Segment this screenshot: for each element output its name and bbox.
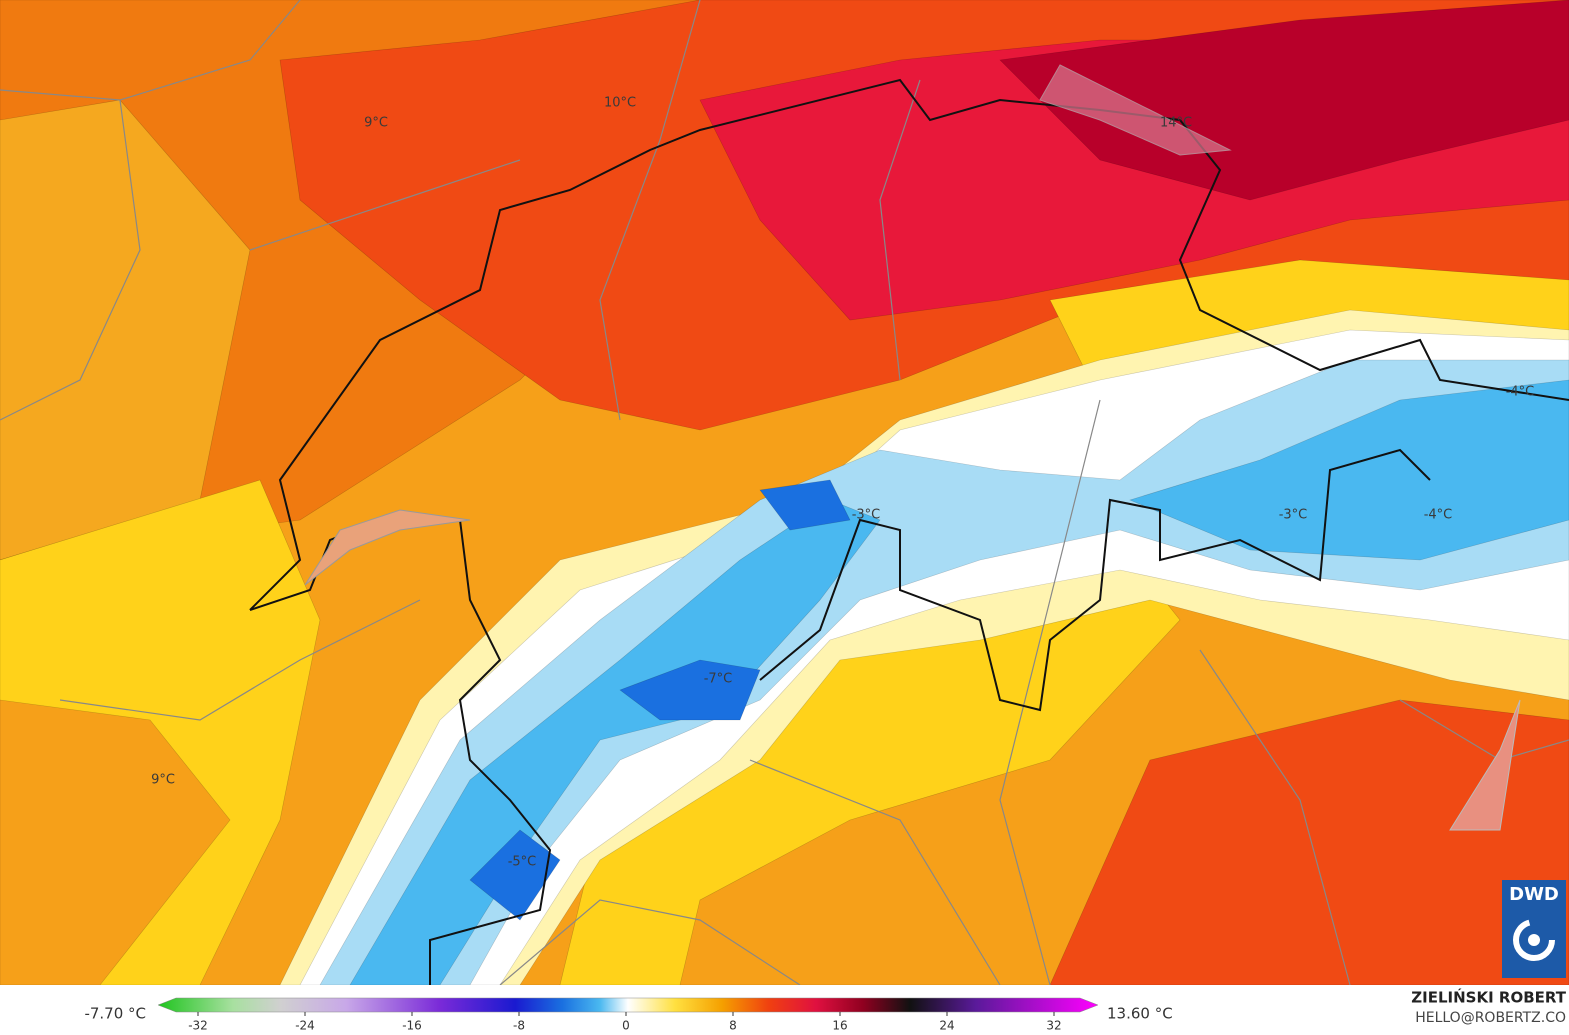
region-border	[0, 99, 141, 421]
region-border	[499, 899, 801, 986]
region-border	[999, 399, 1101, 986]
region-border	[599, 0, 701, 421]
map-label: 10°C	[604, 96, 636, 111]
temperature-area	[1129, 379, 1569, 561]
temperature-area	[999, 0, 1569, 201]
map-label: -5°C	[508, 855, 537, 870]
credit-author: ZIELIŃSKI ROBERT	[1411, 988, 1566, 1007]
colorbar-tick-label: -32	[188, 1019, 208, 1033]
logo-box	[1502, 880, 1566, 978]
logo-swirl	[1513, 919, 1555, 961]
temperature-field	[0, 0, 1569, 986]
colorbar-tick-label: 16	[832, 1019, 847, 1033]
national-border	[759, 448, 1431, 712]
logo-text: DWD	[1509, 884, 1559, 905]
colorbar	[157, 997, 1099, 1013]
logo: DWD	[1502, 880, 1566, 978]
lake	[1449, 699, 1521, 831]
map-label: 9°C	[364, 116, 388, 131]
credit-contact: HELLO@ROBERTZ.CO	[1415, 1010, 1566, 1026]
map-label: -4°C	[1424, 508, 1453, 523]
map-label: -3°C	[852, 508, 881, 523]
region-border	[879, 79, 921, 381]
colorbar-tick-label: 8	[729, 1019, 737, 1033]
lake	[304, 509, 471, 586]
colorbar-min: -7.70 °C	[84, 1005, 146, 1023]
temperature-area	[0, 699, 231, 986]
national-border	[249, 78, 1569, 611]
colorbar-tick-label: -16	[402, 1019, 422, 1033]
lake	[1039, 64, 1232, 156]
colorbar-tick-label: -24	[295, 1019, 315, 1033]
region-border	[0, 0, 301, 101]
map-label: 14°C	[1160, 116, 1192, 131]
colorbar-tick-label: 32	[1046, 1019, 1061, 1033]
borders	[0, 0, 1569, 986]
colorbar-ticks: -32 -24 -16 -8 0 8 16 24 32	[188, 1012, 1062, 1033]
map-label: -7°C	[704, 672, 733, 687]
logo-dot	[1528, 934, 1540, 946]
temperature-area	[1049, 699, 1569, 986]
colorbar-tick-label: 24	[939, 1019, 954, 1033]
temperature-area	[0, 99, 251, 561]
temperature-area	[759, 479, 851, 531]
colorbar-tick-label: 0	[622, 1019, 630, 1033]
region-border	[249, 159, 521, 251]
colorbar-max: 13.60 °C	[1107, 1005, 1173, 1023]
map-label: -4°C	[1506, 385, 1535, 400]
region-border	[1199, 649, 1351, 986]
temperature-area	[619, 659, 761, 721]
map-label: 9°C	[151, 773, 175, 788]
colorbar-tick-label: -8	[513, 1019, 525, 1033]
region-border	[749, 759, 1001, 986]
map-label: -3°C	[1279, 508, 1308, 523]
region-border	[59, 599, 421, 721]
temperature-area	[469, 829, 561, 921]
